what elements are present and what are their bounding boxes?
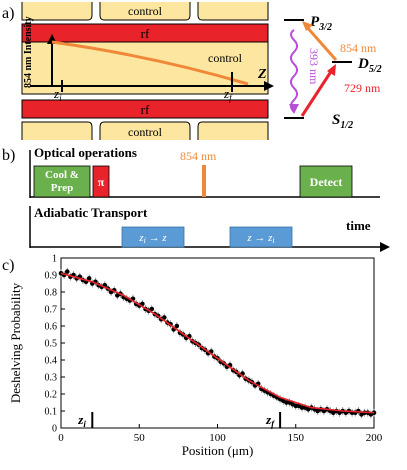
z-axis-arrowhead xyxy=(264,81,274,91)
qubit-transition-label: 729 nm xyxy=(344,81,381,95)
level-p32-label: P3/2 xyxy=(310,14,332,33)
y-tick-label: 0.1 xyxy=(45,407,58,418)
y-tick-label: 0.8 xyxy=(45,288,58,299)
pi-pulse xyxy=(92,165,110,198)
y-tick-label: 0.7 xyxy=(45,305,58,316)
zf-label: zf xyxy=(223,86,233,103)
electrode-top-right xyxy=(197,2,269,21)
detect-pulse xyxy=(299,165,353,198)
repump-transition-label: 854 nm xyxy=(340,41,377,55)
x-tick-label: 200 xyxy=(366,432,383,444)
z-axis-label: Z xyxy=(257,67,267,82)
transport-forward-block xyxy=(121,226,185,248)
position-marker-label: zi xyxy=(77,412,86,429)
repump-pulse xyxy=(202,165,206,197)
adiabatic-transport-title: Adiabatic Transport xyxy=(34,205,148,220)
panel-b-label: b) xyxy=(2,147,15,164)
repump-pulse-label: 854 nm xyxy=(180,149,217,163)
electrode-bottom-middle xyxy=(99,121,191,140)
beam-intensity-curve xyxy=(51,40,249,86)
pi-pulse-label: π xyxy=(98,175,105,189)
panel-b: b) Optical operations 854 nm Cool & Prep… xyxy=(2,145,390,252)
data-point xyxy=(161,315,167,320)
panel-c-label: c) xyxy=(2,257,14,274)
repump-transition-line xyxy=(304,25,338,61)
cool-prep-label-line2: Prep xyxy=(51,182,73,194)
rf-label-bottom: rf xyxy=(141,102,150,117)
x-tick-label: 100 xyxy=(209,432,226,444)
intensity-label: 854 nm Intensity xyxy=(23,16,34,88)
control-label-top: control xyxy=(128,4,163,18)
uv-transition-wave xyxy=(290,29,298,113)
y-axis-label: Deshelving Probability xyxy=(8,282,23,403)
detect-label: Detect xyxy=(310,175,343,189)
y-tick-label: 0.3 xyxy=(45,373,58,384)
control-label-middle: control xyxy=(208,51,243,65)
fit-curve xyxy=(60,272,375,414)
data-point xyxy=(149,306,155,312)
time-label: time xyxy=(346,218,371,233)
electrode-top-left xyxy=(21,2,93,21)
time-arrowhead xyxy=(380,242,390,252)
transport-back-block xyxy=(229,226,293,248)
x-tick-label: 150 xyxy=(288,432,305,444)
rf-label-top: rf xyxy=(141,26,150,41)
zi-label: zi xyxy=(53,86,62,103)
x-tick-label: 0 xyxy=(58,432,64,444)
y-tick-label: 0.5 xyxy=(45,339,58,350)
panel-a-label: a) xyxy=(2,5,14,22)
cool-prep-label-line1: Cool & xyxy=(45,169,79,181)
qubit-transition-line xyxy=(300,69,334,117)
cool-prep-pulse xyxy=(33,165,91,198)
panel-a: a) control rf control 854 nm Intensity Z… xyxy=(2,2,382,140)
plot-frame xyxy=(60,257,375,429)
rf-rail-bottom xyxy=(21,99,269,119)
y-tick-label: 0.4 xyxy=(45,356,58,367)
repump-transition-arrowhead xyxy=(302,21,313,31)
data-point xyxy=(174,323,180,329)
panel-c: c) 0 0.1 0.2 0.3 0.4 0.5 0.6 0.7 0.8 0.9 1 0 50 100 15… xyxy=(2,254,383,459)
optical-operations-title: Optical operations xyxy=(34,145,137,160)
control-label-bottom: control xyxy=(128,125,163,139)
electrode-bottom-right xyxy=(197,121,269,140)
y-tick-label: 0.2 xyxy=(45,390,58,401)
level-d52-label: D5/2 xyxy=(357,56,382,75)
transport-back-label: z → zi xyxy=(246,232,274,245)
uv-transition-label: 393 nm xyxy=(307,48,321,85)
electrode-top-middle xyxy=(99,2,191,21)
level-s12-label: S1/2 xyxy=(332,112,353,131)
x-axis-label: Position (μm) xyxy=(182,443,254,458)
position-marker-label: zf xyxy=(265,412,275,429)
uv-transition-arrowhead xyxy=(289,104,299,114)
transport-forward-label: zi → z xyxy=(138,232,167,245)
data-point xyxy=(64,269,70,274)
y-tick-label: 0 xyxy=(52,424,57,435)
qubit-transition-arrowhead xyxy=(327,64,336,76)
x-tick-label: 50 xyxy=(134,432,146,444)
deshelving-chart: 0 0.1 0.2 0.3 0.4 0.5 0.6 0.7 0.8 0.9 1 0 50 100 150 20… xyxy=(8,254,383,459)
electrode-bottom-left xyxy=(21,121,93,140)
y-tick-label: 0.6 xyxy=(45,322,58,333)
data-point xyxy=(86,276,92,281)
y-tick-label: 0.9 xyxy=(45,271,58,282)
y-tick-label: 1 xyxy=(52,254,57,265)
